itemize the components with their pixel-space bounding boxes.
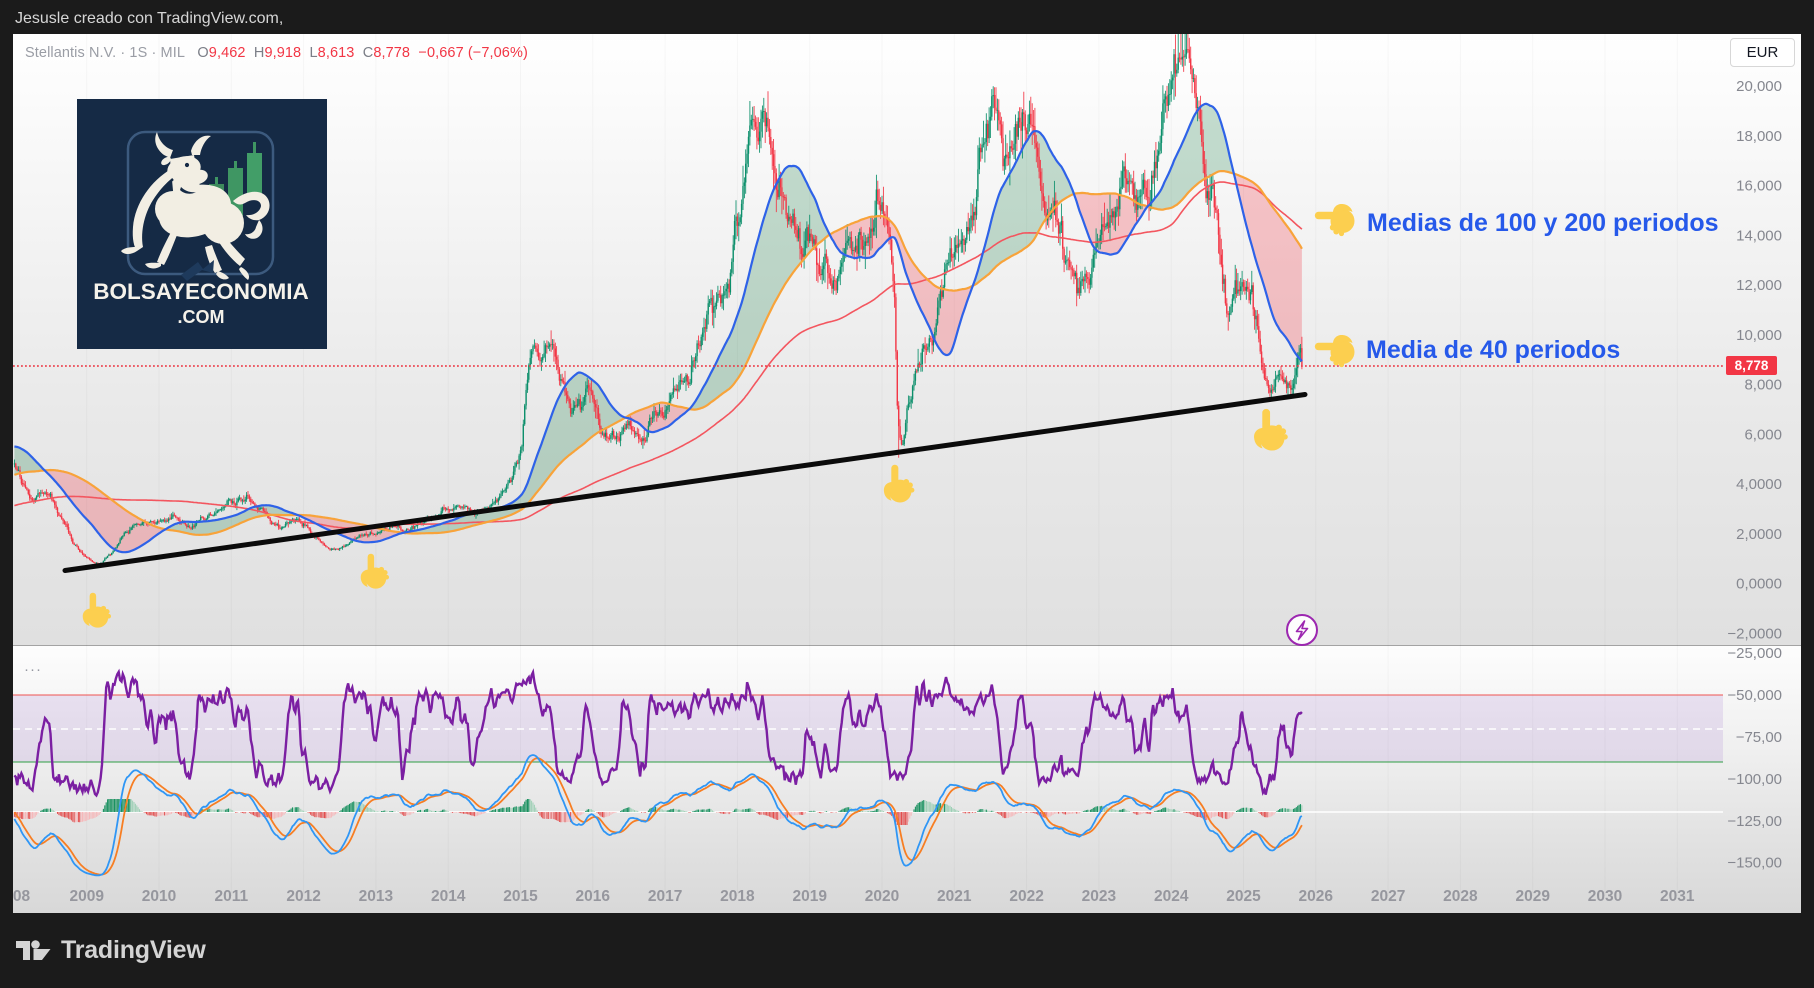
svg-text:2031: 2031 bbox=[1660, 888, 1695, 905]
svg-text:−2,0000: −2,0000 bbox=[1727, 626, 1782, 643]
svg-text:−75,00: −75,00 bbox=[1736, 729, 1782, 746]
svg-text:2016: 2016 bbox=[576, 888, 611, 905]
svg-text:2012: 2012 bbox=[286, 888, 320, 905]
svg-text:2029: 2029 bbox=[1515, 888, 1550, 905]
svg-text:08: 08 bbox=[13, 888, 31, 905]
svg-text:2,0000: 2,0000 bbox=[1736, 526, 1782, 543]
svg-text:2017: 2017 bbox=[648, 888, 682, 905]
svg-text:4,0000: 4,0000 bbox=[1736, 476, 1782, 493]
svg-text:2025: 2025 bbox=[1226, 888, 1261, 905]
svg-text:6,000: 6,000 bbox=[1744, 427, 1782, 444]
svg-text:2023: 2023 bbox=[1082, 888, 1117, 905]
svg-text:10,000: 10,000 bbox=[1736, 327, 1782, 344]
svg-text:2015: 2015 bbox=[503, 888, 538, 905]
svg-text:12,000: 12,000 bbox=[1736, 277, 1782, 294]
svg-text:.COM: .COM bbox=[178, 307, 225, 327]
svg-text:−25,000: −25,000 bbox=[1727, 645, 1782, 662]
svg-text:20,000: 20,000 bbox=[1736, 78, 1782, 95]
svg-text:−50,000: −50,000 bbox=[1727, 687, 1782, 704]
svg-text:2021: 2021 bbox=[937, 888, 972, 905]
svg-text:18,000: 18,000 bbox=[1736, 128, 1782, 145]
svg-text:2030: 2030 bbox=[1588, 888, 1622, 905]
svg-text:2026: 2026 bbox=[1299, 888, 1334, 905]
svg-text:2010: 2010 bbox=[142, 888, 176, 905]
svg-text:2009: 2009 bbox=[69, 888, 104, 905]
svg-text:8,000: 8,000 bbox=[1744, 377, 1782, 394]
svg-text:−125,00: −125,00 bbox=[1727, 813, 1782, 830]
svg-text:2011: 2011 bbox=[214, 888, 248, 905]
svg-text:16,000: 16,000 bbox=[1736, 178, 1782, 195]
svg-text:2027: 2027 bbox=[1371, 888, 1405, 905]
svg-text:2028: 2028 bbox=[1443, 888, 1478, 905]
svg-text:2024: 2024 bbox=[1154, 888, 1189, 905]
svg-text:2018: 2018 bbox=[720, 888, 755, 905]
svg-text:2014: 2014 bbox=[431, 888, 466, 905]
svg-text:BOLSAYECONOMIA: BOLSAYECONOMIA bbox=[93, 279, 308, 304]
svg-text:2019: 2019 bbox=[792, 888, 827, 905]
svg-text:0,0000: 0,0000 bbox=[1736, 576, 1782, 593]
svg-text:2020: 2020 bbox=[865, 888, 899, 905]
svg-text:2013: 2013 bbox=[359, 888, 394, 905]
svg-text:−150,00: −150,00 bbox=[1727, 855, 1782, 872]
svg-text:−100,00: −100,00 bbox=[1727, 771, 1782, 788]
svg-text:2022: 2022 bbox=[1009, 888, 1043, 905]
svg-text:14,000: 14,000 bbox=[1736, 228, 1782, 245]
